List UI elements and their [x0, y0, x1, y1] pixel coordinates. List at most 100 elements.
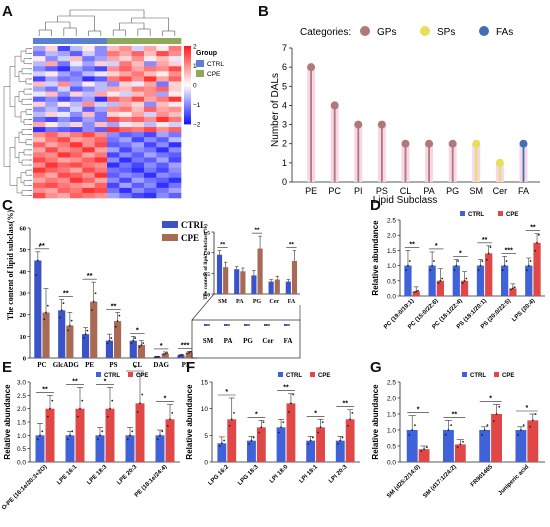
heatmap-cell [33, 182, 46, 189]
heatmap-cell [144, 106, 157, 113]
heatmap-cell [33, 51, 46, 57]
x-tick-label: PG [253, 299, 262, 305]
heatmap-cell [45, 147, 58, 153]
scale-step [184, 83, 191, 86]
scale-step [184, 63, 191, 66]
bar [81, 334, 90, 358]
heatmap-cell [107, 147, 120, 153]
data-point [292, 393, 295, 396]
scale-step [184, 98, 191, 101]
data-point [408, 433, 411, 436]
bar [452, 265, 460, 296]
scale-step [184, 71, 191, 74]
heatmap-cell [107, 101, 120, 108]
significance-label: * [136, 325, 139, 334]
heatmap-cell [119, 81, 132, 87]
heatmap-cell [33, 81, 46, 87]
heatmap-cell [131, 142, 145, 148]
heatmap-cell [168, 71, 182, 77]
heatmap-cell [94, 61, 108, 67]
data-point [162, 353, 165, 356]
data-point [96, 438, 99, 441]
heatmap-cell [82, 152, 95, 158]
heatmap-cell [57, 137, 71, 143]
lollipop-point [330, 101, 339, 110]
heatmap-cell [45, 142, 58, 148]
data-point [408, 260, 411, 262]
legend-label-ctrl: CTRL [181, 220, 206, 230]
data-point [537, 233, 540, 236]
data-point [431, 264, 434, 267]
data-point [233, 412, 235, 414]
data-point [76, 415, 79, 418]
data-point [495, 413, 498, 415]
heatmap-cell [82, 142, 95, 148]
heatmap-cell [107, 81, 120, 87]
heatmap-cell [107, 122, 120, 128]
heatmap-cell [33, 172, 46, 179]
bar [75, 408, 85, 462]
scale-step [184, 65, 191, 68]
data-point [456, 446, 459, 448]
data-point [166, 424, 169, 427]
heatmap-cell [33, 56, 46, 62]
heatmap-cell [45, 56, 58, 62]
heatmap-cell [33, 147, 46, 153]
heatmap-cell [107, 172, 120, 179]
data-point [71, 430, 74, 433]
heatmap-cell [33, 66, 46, 72]
bar [165, 419, 175, 462]
significance-label: * [104, 378, 107, 385]
bar [105, 408, 115, 462]
data-point [287, 411, 290, 414]
panel-letter-a: A [2, 3, 13, 20]
heatmap-cell [168, 147, 182, 153]
heatmap-cell [57, 81, 71, 87]
heatmap-cell [33, 116, 46, 123]
data-point [67, 329, 69, 332]
significance-label: * [526, 405, 529, 412]
heatmap-cell [144, 187, 157, 194]
heatmap-cell [107, 182, 120, 189]
y-tick-label: 1.5 [387, 412, 396, 419]
heatmap-cell [119, 51, 132, 57]
significance-label: ** [72, 378, 78, 385]
data-point [534, 249, 537, 252]
scale-step [184, 51, 191, 55]
data-point [86, 329, 89, 332]
group-legend-title: Group [196, 50, 217, 57]
y-tick-label: 5 [204, 433, 208, 440]
heatmap-cell [156, 116, 169, 123]
data-point [258, 431, 261, 434]
panel-c-bar-chart: The content of lipid subclass(%) 0 10 20 30… [6, 210, 301, 369]
heatmap-cell [144, 132, 157, 138]
data-point [527, 264, 530, 267]
bar [291, 260, 298, 294]
data-point [142, 342, 145, 344]
heatmap-cell [82, 96, 95, 103]
data-point [444, 433, 447, 436]
legend-label-cpe: CPE [207, 71, 221, 78]
x-tick-label: Juniperic acid [498, 464, 531, 497]
heatmap-cell [82, 81, 95, 87]
data-point [59, 316, 61, 319]
heatmap-cell [33, 152, 46, 158]
y-tick-label: 6 [282, 62, 287, 72]
data-point [481, 260, 484, 262]
bar [479, 430, 491, 462]
bar [533, 242, 541, 296]
scale-step [184, 88, 191, 92]
heatmap-cell [33, 157, 46, 163]
significance-label: * [459, 251, 462, 258]
y-tick-label: 1.0 [17, 433, 26, 440]
heatmap-cell [168, 81, 182, 87]
heatmap-cell [156, 71, 169, 77]
data-point [481, 433, 483, 436]
data-point [252, 436, 255, 439]
x-tick-label: FA [518, 186, 529, 196]
y-tick-label: 0.0 [387, 294, 396, 301]
scale-step [184, 92, 191, 96]
group-annotation-cell [144, 38, 157, 44]
bar [418, 449, 430, 462]
y-axis-label: Relative abundance [371, 384, 380, 460]
